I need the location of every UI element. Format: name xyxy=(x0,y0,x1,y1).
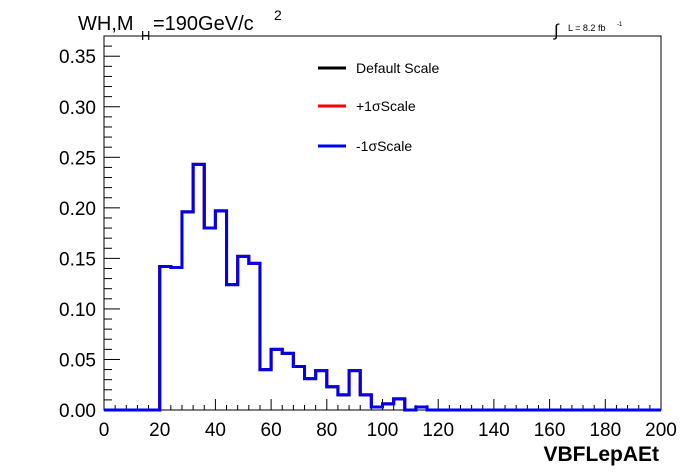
chart-title-prefix: WH,M xyxy=(78,13,134,35)
x-tick-label: 20 xyxy=(149,420,170,441)
luminosity-integral-symbol: ∫ xyxy=(553,21,560,40)
y-tick-label: 0.20 xyxy=(59,199,96,220)
chart-title-superscript: 2 xyxy=(274,7,282,23)
y-tick-label: 0.05 xyxy=(59,350,96,371)
y-tick-label: 0.15 xyxy=(59,249,96,270)
series-default-scale xyxy=(104,162,661,412)
x-tick-label: 100 xyxy=(367,420,399,441)
x-tick-label: 160 xyxy=(534,420,566,441)
legend-label-default: Default Scale xyxy=(356,60,439,76)
x-tick-label: 0 xyxy=(99,420,110,441)
x-tick-label: 140 xyxy=(478,420,510,441)
chart-title-middle: =190GeV/c xyxy=(153,13,254,35)
plot-frame xyxy=(103,35,662,411)
luminosity-label: L = 8.2 fb xyxy=(568,23,605,33)
x-tick-label: 40 xyxy=(205,420,226,441)
series-minus1sigma-scale xyxy=(104,162,661,412)
x-axis-ticks xyxy=(103,399,662,410)
y-tick-label: 0.30 xyxy=(59,98,96,119)
legend: Default Scale +1σScale -1σScale xyxy=(318,60,439,154)
y-axis-ticks xyxy=(104,35,120,411)
x-tick-label: 120 xyxy=(422,420,454,441)
x-tick-label: 80 xyxy=(316,420,337,441)
y-axis-tick-labels: 0.00 0.05 0.10 0.15 0.20 0.25 0.30 0.35 xyxy=(59,47,96,422)
x-axis-tick-labels: 0 20 40 60 80 100 120 140 160 180 200 xyxy=(99,420,677,441)
series-plus1sigma-scale xyxy=(104,162,661,412)
x-tick-label: 180 xyxy=(589,420,621,441)
legend-label-minus1sigma: -1σScale xyxy=(356,138,412,154)
histogram-series xyxy=(104,162,661,412)
x-axis-title: VBFLepAEt xyxy=(544,443,660,466)
y-tick-label: 0.35 xyxy=(59,47,96,68)
y-tick-label: 0.25 xyxy=(59,148,96,169)
y-tick-label: 0.00 xyxy=(59,401,96,422)
legend-label-plus1sigma: +1σScale xyxy=(356,98,416,114)
x-tick-label: 60 xyxy=(261,420,282,441)
y-tick-label: 0.10 xyxy=(59,300,96,321)
luminosity-superscript: -1 xyxy=(617,22,623,28)
x-tick-label: 200 xyxy=(645,420,677,441)
